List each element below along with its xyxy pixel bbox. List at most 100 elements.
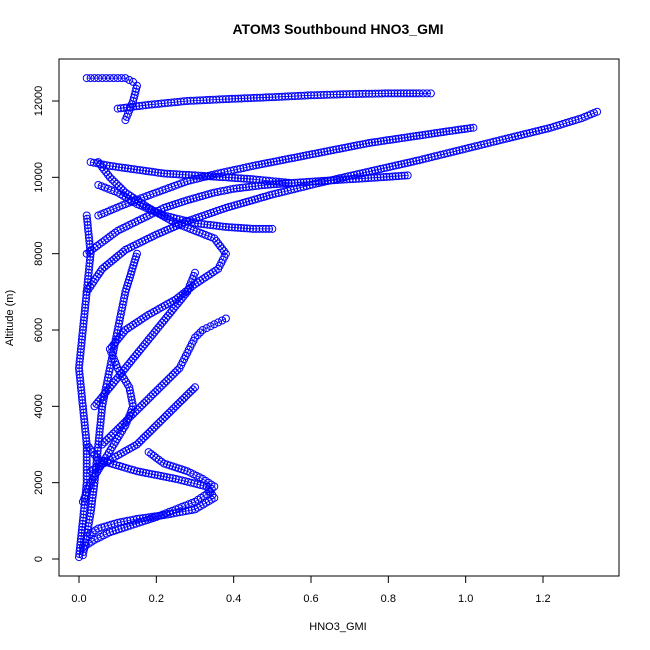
data-point [350, 141, 359, 150]
data-point [257, 160, 266, 169]
data-point [287, 179, 296, 188]
data-point [234, 94, 243, 103]
data-point [165, 408, 174, 417]
data-point [385, 172, 394, 181]
x-axis: 0.0 0.2 0.4 0.6 0.8 1.0 1.2 [71, 575, 551, 605]
data-point [406, 132, 415, 141]
data-point [243, 224, 251, 233]
data-point [359, 169, 368, 177]
data-point [216, 242, 225, 250]
data-point [210, 320, 219, 329]
data-point [95, 434, 103, 443]
data-point [382, 163, 391, 172]
data-point [80, 504, 89, 513]
data-point [150, 423, 159, 432]
data-point [75, 364, 83, 373]
data-point [394, 134, 403, 143]
data-point [406, 89, 414, 98]
data-point [246, 175, 254, 183]
data-point [412, 156, 421, 165]
data-point [81, 488, 90, 497]
data-point [131, 87, 140, 96]
data-point [324, 176, 332, 185]
data-point [271, 93, 280, 101]
data-point [208, 171, 216, 179]
data-point [79, 319, 88, 328]
data-point [406, 158, 415, 167]
data-point [77, 392, 86, 401]
data-point [82, 453, 91, 462]
data-point [105, 383, 114, 392]
data-point [272, 180, 281, 189]
data-point [82, 446, 91, 455]
data-point [275, 179, 284, 188]
data-point [293, 153, 302, 162]
data-point [133, 249, 141, 258]
data-point [370, 138, 379, 147]
data-point [302, 151, 311, 160]
data-point [102, 161, 111, 170]
data-point [272, 157, 281, 166]
data-point [182, 391, 191, 400]
data-point [344, 143, 353, 152]
data-point [104, 170, 112, 179]
data-point [243, 174, 251, 183]
data-point [75, 553, 83, 562]
data-point [82, 294, 91, 303]
data-point [195, 192, 204, 201]
data-point [111, 338, 120, 347]
data-point [178, 396, 187, 404]
data-point [379, 136, 388, 145]
y-tick-label: 12000 [33, 86, 45, 117]
data-point [178, 216, 187, 225]
data-point [156, 321, 165, 330]
data-point [132, 84, 141, 93]
data-point [397, 134, 406, 143]
data-point [102, 436, 111, 445]
x-tick-label: 1.2 [535, 593, 550, 605]
data-point [82, 74, 91, 83]
data-point [534, 126, 543, 135]
series-12 [94, 123, 478, 220]
data-point [80, 421, 89, 430]
data-point [86, 74, 95, 83]
data-point [240, 94, 249, 103]
data-point [430, 152, 439, 161]
data-point [221, 249, 230, 258]
data-point [81, 297, 90, 306]
data-point [152, 421, 161, 430]
data-point [329, 146, 338, 154]
data-point [317, 177, 326, 185]
data-point [95, 431, 104, 439]
data-point [256, 93, 264, 102]
data-point [135, 403, 144, 412]
data-point [419, 89, 428, 98]
data-point [167, 306, 176, 315]
data-point [129, 354, 138, 363]
data-point [385, 162, 394, 171]
data-point [237, 224, 245, 232]
data-point [138, 468, 147, 477]
data-point [388, 172, 397, 181]
data-point [205, 487, 214, 496]
data-point [345, 175, 354, 184]
data-point [268, 224, 277, 233]
data-point [133, 440, 141, 449]
data-point [158, 415, 167, 424]
data-point [373, 137, 382, 146]
data-point [90, 74, 99, 83]
data-point [326, 146, 335, 155]
data-point [446, 148, 455, 157]
data-point [100, 236, 109, 245]
data-point [154, 99, 163, 108]
data-point [80, 418, 89, 427]
data-point [97, 411, 106, 420]
data-point [90, 478, 99, 487]
data-point [83, 281, 92, 290]
data-point [173, 400, 182, 409]
data-point [268, 190, 277, 199]
data-point [75, 550, 84, 559]
data-point [281, 155, 290, 164]
data-point [469, 123, 478, 132]
